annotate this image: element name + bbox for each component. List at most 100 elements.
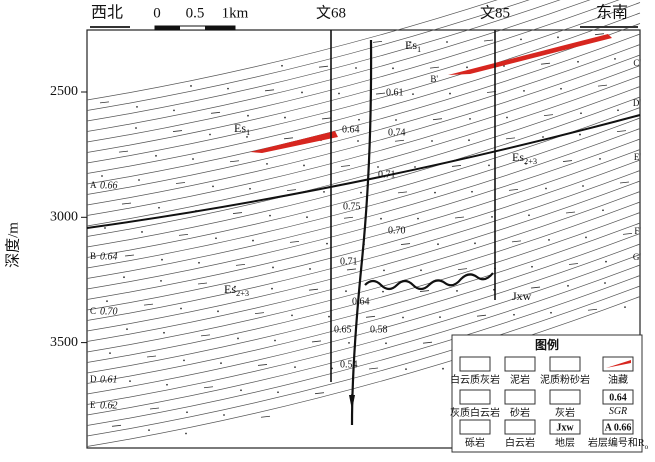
sand-dot [198, 262, 200, 264]
legend-symbol-text: 0.64 [609, 392, 627, 403]
sand-dot [449, 93, 451, 95]
sand-dot [548, 239, 550, 241]
sand-dot [345, 290, 347, 292]
sand-dot [338, 93, 340, 95]
legend-label-main: 灰质白云岩 [450, 406, 500, 419]
layer-id: C [90, 306, 96, 316]
sand-dot [247, 115, 249, 117]
sand-dot [158, 207, 160, 209]
sand-dot [431, 140, 433, 142]
legend-label-main: 灰岩 [555, 406, 575, 419]
sand-dot [469, 118, 471, 120]
sand-dot [281, 65, 283, 67]
sand-dot [215, 237, 217, 239]
sand-dot [272, 267, 274, 269]
sand-dot [185, 433, 187, 435]
sand-dot [474, 242, 476, 244]
sand-dot [217, 310, 219, 312]
cross-section: 西北 东南 0 0.5 1km 文68 文85 深度/m 图例 25003000… [0, 0, 655, 457]
legend-symbol [603, 357, 633, 371]
sand-dot [223, 414, 225, 416]
legend-symbol [505, 420, 535, 434]
sand-dot [550, 312, 552, 314]
legend-title: 图例 [535, 337, 559, 352]
sand-dot [392, 67, 394, 69]
sand-dot [506, 117, 508, 119]
legend-label-main: 泥岩 [510, 373, 530, 386]
sand-dot [136, 106, 138, 108]
direction-label: 西北 [91, 4, 123, 22]
sand-dot [523, 90, 525, 92]
sand-dot [377, 166, 379, 168]
sand-dot [190, 85, 192, 87]
sand-dot [442, 368, 444, 370]
tick-label: 3000 [50, 210, 78, 225]
layer-id: F' [634, 226, 641, 236]
layer-sgr: 0.61 [100, 374, 118, 385]
formation-label-main: Es [405, 38, 417, 52]
legend-symbol [550, 390, 580, 404]
layer-sgr: 0.64 [100, 251, 118, 262]
layer-id: G' [633, 252, 641, 262]
layer-sgr: 0.62 [100, 400, 118, 411]
sand-dot [326, 243, 328, 245]
sand-dot [284, 117, 286, 119]
well-label: 文85 [480, 4, 510, 21]
sand-dot [513, 314, 515, 316]
layer-id: D' [633, 98, 641, 108]
legend-label: 泥质粉砂岩 [540, 373, 590, 386]
sgr-value: 0.54 [340, 359, 358, 370]
sand-dot [357, 140, 359, 142]
sand-dot [166, 384, 168, 386]
legend-label-main: SGR [609, 406, 627, 417]
sand-dot [227, 88, 229, 90]
sgr-value: 0.71 [378, 169, 396, 180]
sand-dot [466, 66, 468, 68]
sand-dot [291, 314, 293, 316]
sand-dot [602, 209, 604, 211]
sand-dot [104, 227, 106, 229]
sand-dot [123, 276, 125, 278]
layer-sgr: 0.70 [100, 306, 118, 317]
legend-label-main: 砂岩 [510, 406, 530, 419]
formation-label-sub: 1 [246, 128, 250, 137]
sand-dot [580, 112, 582, 114]
legend-symbol [550, 357, 580, 371]
legend-symbol-text: A 0.66 [605, 422, 632, 433]
sand-dot [395, 119, 397, 121]
legend-label: 泥岩 [510, 373, 530, 386]
sand-dot [186, 411, 188, 413]
formation-label-sub: 2+3 [524, 157, 537, 166]
sand-dot [209, 134, 211, 136]
sand-dot [303, 165, 305, 167]
sand-dot [604, 282, 606, 284]
sand-dot [599, 158, 601, 160]
sand-dot [456, 290, 458, 292]
sand-dot [582, 185, 584, 187]
sand-dot [294, 366, 296, 368]
sand-dot [567, 285, 569, 287]
sand-dot [183, 359, 185, 361]
sgr-value: 0.61 [386, 87, 404, 98]
sand-dot [585, 237, 587, 239]
layer-id: D [90, 374, 97, 384]
legend-label: 地层 [555, 436, 575, 449]
sgr-value: 0.70 [388, 225, 406, 236]
sand-dot [240, 389, 242, 391]
legend-label: 灰岩 [555, 406, 575, 419]
sand-dot [163, 332, 165, 334]
sand-dot [126, 328, 128, 330]
sand-dot [437, 243, 439, 245]
legend-label-main: 油藏 [608, 373, 628, 386]
direction-label: 东南 [596, 4, 628, 22]
legend-label: SGR [609, 406, 627, 417]
legend-label-main: 泥质粉砂岩 [540, 373, 590, 386]
sand-dot [614, 58, 616, 60]
sand-dot [617, 109, 619, 111]
layer-id: B [90, 251, 96, 261]
legend-label-main: 白云岩 [505, 436, 535, 449]
sand-dot [520, 39, 522, 41]
sand-dot [173, 109, 175, 111]
sand-dot [274, 340, 276, 342]
sand-dot [383, 269, 385, 271]
